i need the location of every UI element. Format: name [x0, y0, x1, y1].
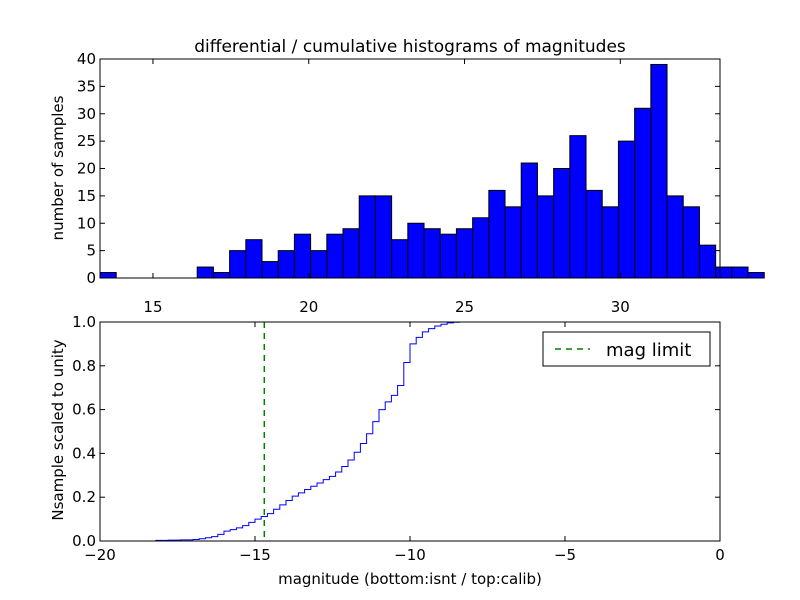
histogram-bar	[536, 195, 555, 279]
histogram-bar	[261, 261, 279, 279]
histogram-xtick-label: 25	[455, 298, 474, 316]
legend-label: mag limit	[606, 340, 691, 361]
cumulative-ytick-label: 0.4	[72, 444, 96, 462]
histogram-axes: differential / cumulative histograms of …	[49, 37, 765, 316]
cumulative-ytick-label: 0.6	[72, 401, 96, 419]
histogram-xtick-label: 15	[143, 298, 162, 316]
histogram-bar	[617, 140, 636, 279]
histogram-bar	[374, 195, 393, 279]
cumulative-xtick-label: −10	[394, 546, 426, 564]
cumulative-axes: Nsample scaled to unity magnitude (botto…	[49, 313, 725, 588]
histogram-ytick-label: 5	[86, 242, 96, 260]
histogram-ytick-label: 10	[77, 214, 96, 232]
cumulative-ytick-label: 0.8	[72, 357, 96, 375]
histogram-bar	[310, 250, 328, 279]
histogram-bar	[504, 206, 522, 279]
histogram-bar	[423, 228, 441, 279]
cumulative-ytick-label: 0.2	[72, 488, 96, 506]
histogram-bar	[407, 222, 425, 279]
histogram-ytick-label: 35	[77, 77, 96, 95]
histogram-bar	[747, 272, 765, 279]
histogram-bar	[650, 63, 668, 279]
histogram-ytick-label: 40	[77, 50, 96, 68]
histogram-bar	[585, 189, 603, 279]
cumulative-step-line	[100, 321, 721, 542]
cumulative-ytick-label: 0.0	[72, 532, 96, 550]
cumulative-xtick-label: −20	[84, 546, 116, 564]
histogram-bar	[326, 233, 344, 279]
histogram-ticks: 15 20 25 30 0 5 10 15 20 25 30 35 40	[77, 50, 720, 316]
histogram-xtick-label: 30	[611, 298, 630, 316]
histogram-bar	[698, 244, 717, 279]
histogram-bar	[601, 206, 619, 279]
histogram-title: differential / cumulative histograms of …	[194, 37, 626, 57]
histogram-bars	[99, 63, 765, 279]
histogram-ytick-label: 15	[77, 187, 96, 205]
histogram-ytick-label: 20	[77, 160, 96, 178]
histogram-bar	[634, 107, 652, 279]
cumulative-ticks: −20 −15 −10 −5 0 0.0 0.2 0.4 0.6 0.8 1.0	[72, 313, 725, 564]
histogram-ylabel: number of samples	[49, 95, 67, 240]
histogram-bar	[715, 266, 733, 279]
cumulative-xlabel: magnitude (bottom:isnt / top:calib)	[278, 570, 542, 588]
histogram-bar	[682, 206, 700, 279]
histogram-bar	[553, 168, 571, 279]
cumulative-xtick-label: 0	[715, 546, 725, 564]
histogram-bar	[569, 135, 587, 279]
cumulative-ylabel: Nsample scaled to unity	[49, 339, 67, 520]
histogram-ytick-label: 25	[77, 132, 96, 150]
histogram-bar	[358, 195, 376, 279]
cumulative-xtick-label: −5	[554, 546, 576, 564]
histogram-bar	[391, 239, 409, 279]
cumulative-frame	[99, 321, 721, 542]
histogram-ytick-label: 0	[86, 269, 96, 287]
histogram-bar	[488, 189, 506, 279]
histogram-bar	[520, 162, 538, 279]
histogram-bar	[293, 233, 312, 279]
histogram-xtick-label: 20	[299, 298, 318, 316]
histogram-bar	[455, 228, 474, 279]
histogram-bar	[245, 239, 263, 279]
histogram-bar	[196, 266, 214, 279]
histogram-frame	[99, 58, 721, 279]
histogram-bar	[731, 266, 749, 279]
histogram-ytick-label: 30	[77, 105, 96, 123]
cumulative-xtick-label: −15	[239, 546, 271, 564]
cumulative-ytick-label: 1.0	[72, 313, 96, 331]
histogram-bar	[99, 272, 117, 279]
histogram-bar	[342, 228, 360, 279]
histogram-bar	[277, 250, 295, 279]
histogram-bar	[666, 195, 684, 279]
legend: mag limit	[542, 331, 711, 367]
histogram-bar	[439, 233, 457, 279]
histogram-bar	[229, 250, 247, 279]
histogram-bar	[212, 272, 231, 279]
histogram-bar	[472, 217, 490, 279]
